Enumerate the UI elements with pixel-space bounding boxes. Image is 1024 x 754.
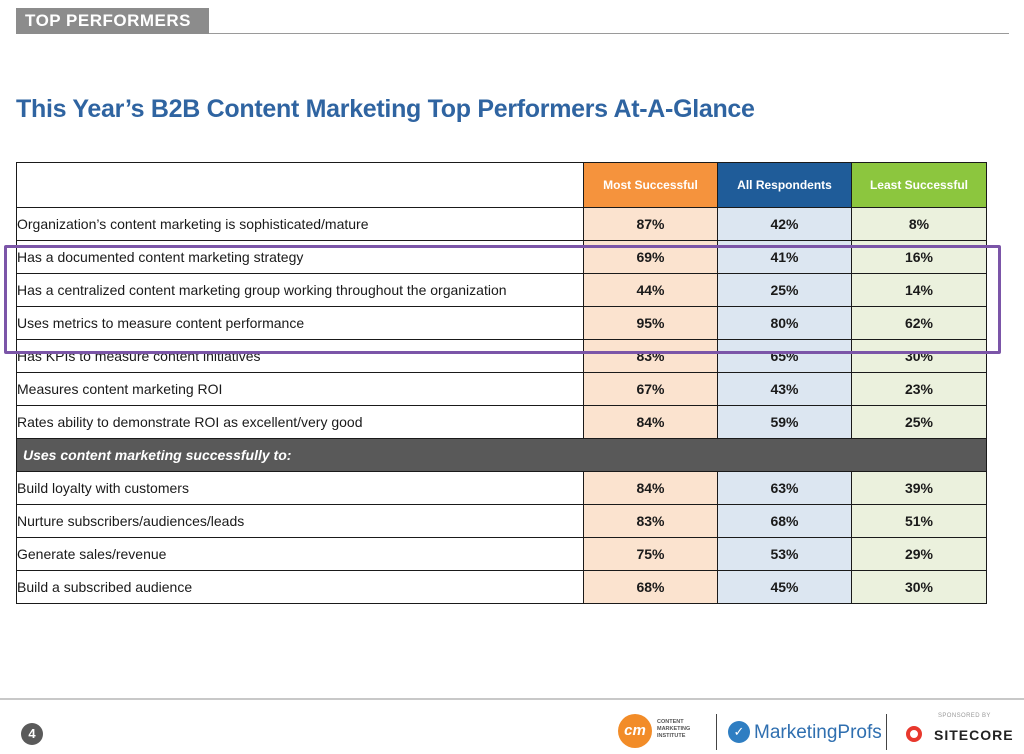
value-least-successful: 8%: [851, 207, 987, 241]
table-row: Organization’s content marketing is soph…: [16, 207, 987, 241]
table-row: Has a documented content marketing strat…: [16, 240, 987, 274]
row-label: Organization’s content marketing is soph…: [16, 207, 584, 241]
row-label: Uses metrics to measure content performa…: [16, 306, 584, 340]
cmi-mark-icon: cm: [618, 714, 652, 748]
row-label: Build a subscribed audience: [16, 570, 584, 604]
footer-divider: [0, 698, 1024, 700]
value-least-successful: 62%: [851, 306, 987, 340]
table-row: Rates ability to demonstrate ROI as exce…: [16, 405, 987, 439]
marketingprofs-mark-icon: ✓: [728, 721, 750, 743]
row-label: Has a documented content marketing strat…: [16, 240, 584, 274]
value-most-successful: 84%: [583, 471, 718, 505]
table-header-row: Most Successful All Respondents Least Su…: [16, 162, 987, 208]
logo-divider: [716, 714, 717, 750]
performance-table: Most Successful All Respondents Least Su…: [16, 162, 987, 604]
value-most-successful: 83%: [583, 339, 718, 373]
value-least-successful: 23%: [851, 372, 987, 406]
value-most-successful: 67%: [583, 372, 718, 406]
row-label: Has KPIs to measure content initiatives: [16, 339, 584, 373]
value-least-successful: 16%: [851, 240, 987, 274]
value-all-respondents: 43%: [717, 372, 852, 406]
table-row: Build a subscribed audience 68% 45% 30%: [16, 570, 987, 604]
content-marketing-institute-logo: cm CONTENT MARKETING INSTITUTE: [618, 714, 708, 748]
value-least-successful: 39%: [851, 471, 987, 505]
value-least-successful: 29%: [851, 537, 987, 571]
section-tag: TOP PERFORMERS: [16, 8, 209, 34]
value-all-respondents: 80%: [717, 306, 852, 340]
cmi-logo-text: CONTENT MARKETING INSTITUTE: [657, 719, 691, 739]
value-least-successful: 25%: [851, 405, 987, 439]
value-most-successful: 68%: [583, 570, 718, 604]
value-most-successful: 95%: [583, 306, 718, 340]
value-all-respondents: 45%: [717, 570, 852, 604]
value-all-respondents: 65%: [717, 339, 852, 373]
row-label: Rates ability to demonstrate ROI as exce…: [16, 405, 584, 439]
value-all-respondents: 25%: [717, 273, 852, 307]
value-least-successful: 30%: [851, 570, 987, 604]
value-least-successful: 14%: [851, 273, 987, 307]
value-most-successful: 87%: [583, 207, 718, 241]
value-most-successful: 69%: [583, 240, 718, 274]
table-row: Uses metrics to measure content performa…: [16, 306, 987, 340]
header-corner: [16, 162, 584, 208]
value-least-successful: 51%: [851, 504, 987, 538]
row-label: Has a centralized content marketing grou…: [16, 273, 584, 307]
marketingprofs-logo-text: MarketingProfs: [754, 722, 882, 743]
value-most-successful: 84%: [583, 405, 718, 439]
value-all-respondents: 59%: [717, 405, 852, 439]
value-all-respondents: 42%: [717, 207, 852, 241]
value-most-successful: 44%: [583, 273, 718, 307]
page-number: 4: [21, 723, 43, 745]
table-row: Nurture subscribers/audiences/leads 83% …: [16, 504, 987, 538]
page-title: This Year’s B2B Content Marketing Top Pe…: [16, 95, 755, 123]
sitecore-logo-text: SITECORE: [934, 727, 1014, 743]
column-header-most-successful: Most Successful: [583, 162, 718, 208]
table-row: Has a centralized content marketing grou…: [16, 273, 987, 307]
table-row: Build loyalty with customers 84% 63% 39%: [16, 471, 987, 505]
column-header-least-successful: Least Successful: [851, 162, 987, 208]
column-header-all-respondents: All Respondents: [717, 162, 852, 208]
value-most-successful: 83%: [583, 504, 718, 538]
logo-divider: [886, 714, 887, 750]
value-least-successful: 30%: [851, 339, 987, 373]
value-most-successful: 75%: [583, 537, 718, 571]
section-label: Uses content marketing successfully to:: [16, 438, 987, 472]
sponsor-label: SPONSORED BY: [938, 713, 991, 719]
table-section-row: Uses content marketing successfully to:: [16, 438, 987, 472]
sitecore-mark-icon: [906, 726, 922, 742]
value-all-respondents: 41%: [717, 240, 852, 274]
row-label: Nurture subscribers/audiences/leads: [16, 504, 584, 538]
row-label: Measures content marketing ROI: [16, 372, 584, 406]
row-label: Build loyalty with customers: [16, 471, 584, 505]
table-row: Generate sales/revenue 75% 53% 29%: [16, 537, 987, 571]
value-all-respondents: 63%: [717, 471, 852, 505]
table-row: Has KPIs to measure content initiatives …: [16, 339, 987, 373]
value-all-respondents: 53%: [717, 537, 852, 571]
value-all-respondents: 68%: [717, 504, 852, 538]
header-divider: [209, 33, 1009, 34]
table-row: Measures content marketing ROI 67% 43% 2…: [16, 372, 987, 406]
row-label: Generate sales/revenue: [16, 537, 584, 571]
